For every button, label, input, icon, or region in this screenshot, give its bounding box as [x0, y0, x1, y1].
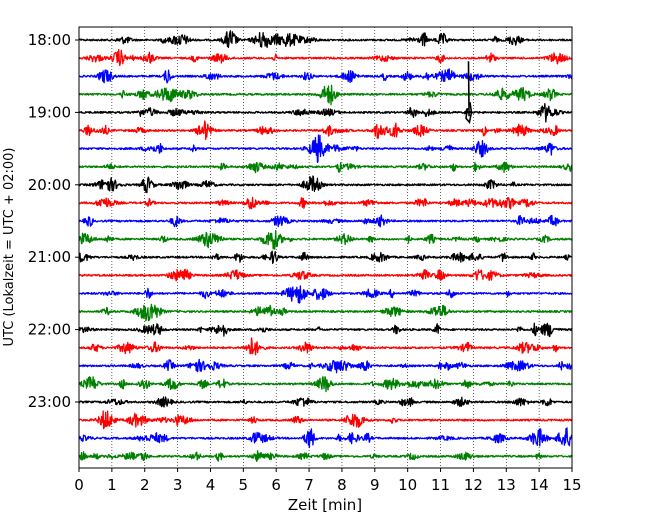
trace-1930 [78, 134, 573, 163]
trace-2230 [78, 358, 573, 374]
y-tick-label-2000: 20:00 [28, 176, 71, 194]
trace-2015 [78, 196, 573, 210]
x-tick-label-14: 14 [530, 476, 549, 494]
trace-2130 [78, 285, 573, 304]
event-spike-0 [463, 61, 473, 125]
trace-1830 [78, 68, 573, 84]
y-tick-label-2200: 22:00 [28, 321, 71, 339]
x-tick-label-15: 15 [562, 476, 581, 494]
plot-border [78, 26, 573, 469]
x-tick-label-9: 9 [370, 476, 380, 494]
trace-2330 [78, 427, 573, 449]
x-tick-label-2: 2 [140, 476, 150, 494]
trace-2315 [78, 410, 573, 430]
trace-2045 [78, 229, 573, 250]
trace-2000 [78, 175, 573, 194]
plot-frame [79, 27, 572, 468]
y-tick-label-2100: 21:00 [28, 248, 71, 266]
y-tick-label-1900: 19:00 [28, 103, 71, 121]
x-tick-label-4: 4 [206, 476, 216, 494]
trace-1915 [78, 120, 573, 141]
y-tick-label-1800: 18:00 [28, 31, 71, 49]
y-tick-label-2300: 23:00 [28, 393, 71, 411]
trace-2030 [78, 214, 573, 228]
trace-1815 [78, 48, 573, 67]
trace-2100 [78, 250, 573, 264]
x-tick-label-11: 11 [431, 476, 450, 494]
y-axis-ticks: 18:00 19:00 20:00 21:00 22:00 23:00 [28, 31, 79, 411]
x-axis-ticks: 0 1 2 3 4 5 6 7 8 9 10 11 12 13 14 15 [74, 468, 582, 494]
trace-2215 [78, 337, 573, 356]
trace-2145 [78, 303, 573, 322]
x-tick-label-5: 5 [239, 476, 249, 494]
trace-1945 [78, 161, 573, 174]
x-axis-title: Zeit [min] [288, 496, 362, 514]
x-tick-label-13: 13 [497, 476, 516, 494]
x-tick-label-6: 6 [271, 476, 281, 494]
x-tick-label-10: 10 [398, 476, 417, 494]
x-tick-label-7: 7 [304, 476, 314, 494]
trace-2345 [78, 450, 573, 462]
trace-2245 [78, 376, 573, 393]
x-tick-label-1: 1 [107, 476, 117, 494]
x-tick-label-3: 3 [173, 476, 183, 494]
trace-1845 [78, 84, 573, 106]
trace-2115 [78, 268, 573, 282]
seismic-traces [78, 30, 573, 462]
y-axis-title: UTC (Lokalzeit = UTC + 02:00) [2, 148, 17, 347]
trace-1800 [78, 30, 573, 49]
x-tick-label-12: 12 [464, 476, 483, 494]
x-tick-label-8: 8 [337, 476, 347, 494]
trace-1900 [78, 103, 573, 123]
trace-2300 [78, 396, 573, 408]
trace-2200 [78, 322, 573, 338]
x-tick-label-0: 0 [74, 476, 84, 494]
